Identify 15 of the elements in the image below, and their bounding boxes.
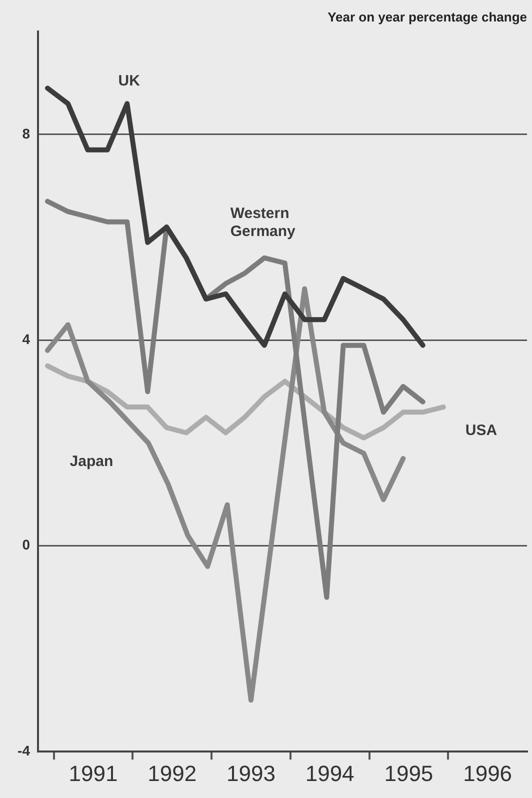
x-tick-label: 1996 bbox=[463, 760, 512, 786]
text: Japan bbox=[70, 453, 114, 470]
x-tick-label: 1993 bbox=[226, 760, 276, 786]
x-tick-label: 1992 bbox=[148, 760, 197, 786]
series-label: USA bbox=[465, 422, 498, 440]
y-tick-label: 4 bbox=[22, 331, 30, 348]
y-tick-label: 8 bbox=[22, 125, 30, 142]
series-label: Western Germany bbox=[230, 205, 296, 240]
x-tick-label: 1995 bbox=[384, 760, 434, 786]
chart-title: Year on year percentage change bbox=[328, 9, 527, 24]
x-tick-label: 1994 bbox=[305, 760, 354, 786]
x-tick-label: 1991 bbox=[68, 760, 118, 786]
y-tick-label: -4 bbox=[18, 742, 30, 758]
y-tick-label: 0 bbox=[22, 536, 30, 553]
series-label: UK bbox=[118, 72, 140, 90]
